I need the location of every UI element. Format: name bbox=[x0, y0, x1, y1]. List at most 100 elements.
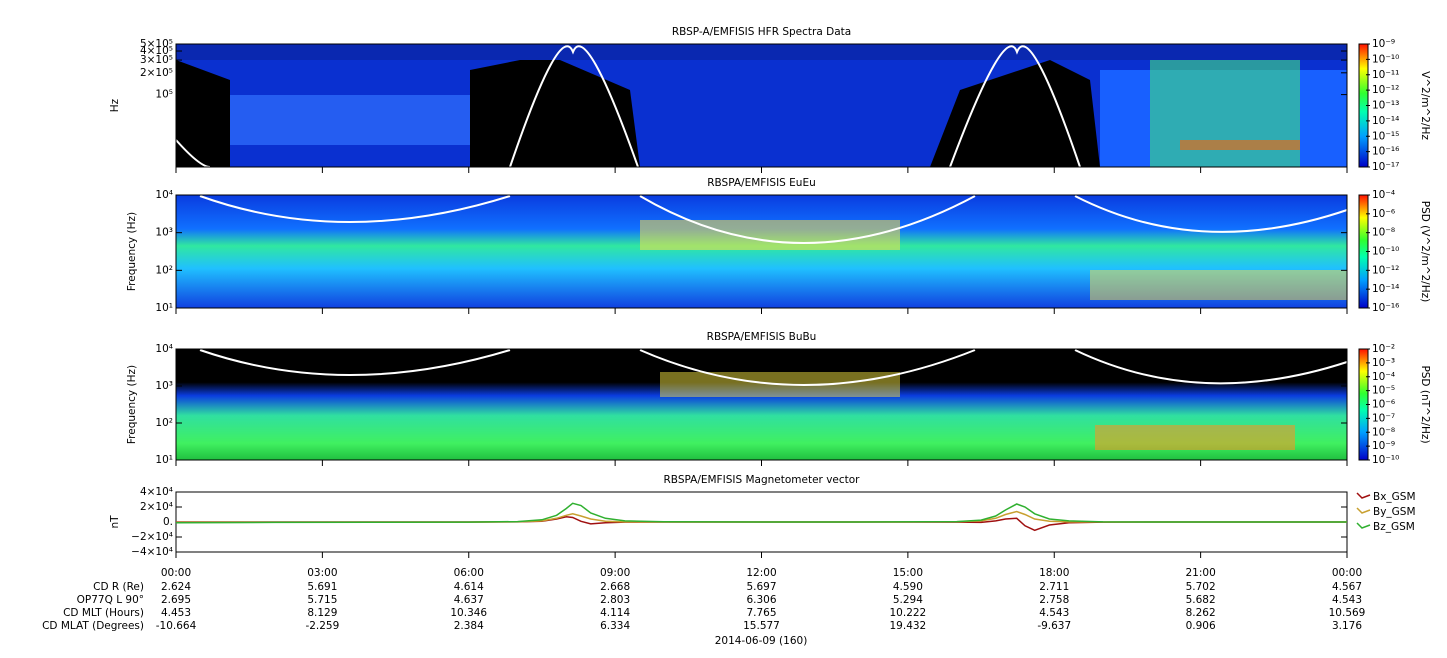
ephemeris-value: 8.262 bbox=[1186, 607, 1216, 619]
y-axis-label: Hz bbox=[109, 98, 121, 112]
ephemeris-value: 2.758 bbox=[1039, 594, 1069, 606]
x-tick-label: 12:00 bbox=[746, 567, 776, 579]
colorbar-label: PSD (V^2/m^2/Hz) bbox=[1419, 201, 1431, 302]
x-tick-label: 09:00 bbox=[600, 567, 630, 579]
colorbar-tick-label: 10⁻⁷ bbox=[1372, 412, 1395, 424]
colorbar-tick-label: 10⁻¹⁴ bbox=[1372, 115, 1399, 127]
colorbar-tick-label: 10⁻² bbox=[1372, 343, 1395, 355]
ephemeris-value: 6.306 bbox=[746, 594, 776, 606]
ephemeris-value: 5.682 bbox=[1186, 594, 1216, 606]
y-tick-label: 2×10⁵ bbox=[140, 67, 173, 79]
ephemeris-value: 5.697 bbox=[746, 581, 776, 593]
ephemeris-label: CD MLAT (Degrees) bbox=[42, 620, 144, 632]
y-tick-label: 4×10⁵ bbox=[140, 45, 173, 57]
colorbar-label: V^2/m^2/Hz bbox=[1419, 71, 1431, 140]
y-tick-label: 10³ bbox=[155, 380, 173, 392]
colorbar-tick-label: 10⁻⁶ bbox=[1372, 399, 1395, 411]
y-tick-label: 10² bbox=[155, 417, 173, 429]
ephemeris-value: 2.803 bbox=[600, 594, 630, 606]
ephemeris-value: -9.637 bbox=[1037, 620, 1071, 632]
ephemeris-label: OP77Q L 90° bbox=[77, 594, 144, 606]
x-tick-label: 00:00 bbox=[161, 567, 191, 579]
y-tick-label: 0. bbox=[163, 516, 173, 528]
y-tick-label: 2×10⁴ bbox=[140, 501, 173, 513]
colorbar-tick-label: 10⁻¹⁰ bbox=[1372, 53, 1399, 65]
x-tick-label: 06:00 bbox=[454, 567, 484, 579]
ephemeris-value: 5.702 bbox=[1186, 581, 1216, 593]
colorbar-label: PSD (nT^2/Hz) bbox=[1419, 365, 1431, 443]
panel-title: RBSP-A/EMFISIS HFR Spectra Data bbox=[672, 26, 851, 38]
ephemeris-value: 8.129 bbox=[307, 607, 337, 619]
ephemeris-value: 3.176 bbox=[1332, 620, 1362, 632]
ephemeris-value: 4.543 bbox=[1332, 594, 1362, 606]
y-tick-label: −4×10⁴ bbox=[131, 546, 173, 558]
ephemeris-value: 4.543 bbox=[1039, 607, 1069, 619]
legend-swatch bbox=[1356, 507, 1371, 514]
y-tick-label: −2×10⁴ bbox=[131, 531, 173, 543]
ephemeris-value: 5.294 bbox=[893, 594, 923, 606]
ephemeris-value: 4.453 bbox=[161, 607, 191, 619]
ephemeris-value: 4.614 bbox=[454, 581, 484, 593]
colorbar-tick-label: 10⁻¹⁵ bbox=[1372, 130, 1399, 142]
colorbar-tick-label: 10⁻¹⁶ bbox=[1372, 302, 1399, 314]
ephemeris-value: 2.624 bbox=[161, 581, 191, 593]
ephemeris-value: 7.765 bbox=[746, 607, 776, 619]
colorbar-tick-label: 10⁻¹⁰ bbox=[1372, 246, 1399, 258]
x-tick-label: 18:00 bbox=[1039, 567, 1069, 579]
x-tick-label: 15:00 bbox=[893, 567, 923, 579]
y-tick-label: 10³ bbox=[155, 227, 173, 239]
panel-title: RBSPA/EMFISIS Magnetometer vector bbox=[664, 474, 861, 486]
legend-label: Bx_GSM bbox=[1373, 491, 1416, 503]
colorbar-tick-label: 10⁻⁴ bbox=[1372, 189, 1395, 201]
colorbar-tick-label: 10⁻⁸ bbox=[1372, 227, 1395, 239]
y-axis-label: Frequency (Hz) bbox=[126, 365, 138, 444]
y-tick-label: 5×10⁵ bbox=[140, 38, 173, 50]
ephemeris-value: 2.384 bbox=[454, 620, 484, 632]
ephemeris-value: 15.577 bbox=[743, 620, 780, 632]
legend-label: By_GSM bbox=[1373, 506, 1416, 518]
y-axis-label: nT bbox=[109, 515, 121, 529]
ephemeris-value: 10.569 bbox=[1329, 607, 1366, 619]
legend-label: Bz_GSM bbox=[1373, 521, 1415, 533]
ephemeris-label: CD MLT (Hours) bbox=[63, 607, 144, 619]
y-tick-label: 10¹ bbox=[155, 454, 173, 466]
ephemeris-value: 19.432 bbox=[890, 620, 927, 632]
colorbar-tick-label: 10⁻⁶ bbox=[1372, 208, 1395, 220]
ephemeris-value: 10.346 bbox=[450, 607, 487, 619]
x-tick-label: 00:00 bbox=[1332, 567, 1362, 579]
legend-swatch bbox=[1356, 522, 1371, 529]
ephemeris-value: -10.664 bbox=[156, 620, 197, 632]
y-tick-label: 10¹ bbox=[155, 302, 173, 314]
ephemeris-label: CD R (Re) bbox=[93, 581, 144, 593]
y-tick-label: 10⁴ bbox=[155, 343, 173, 355]
colorbar-tick-label: 10⁻¹⁰ bbox=[1372, 454, 1399, 466]
ephemeris-value: 4.114 bbox=[600, 607, 630, 619]
colorbar-tick-label: 10⁻⁵ bbox=[1372, 385, 1395, 397]
date-label: 2014-06-09 (160) bbox=[715, 635, 808, 647]
colorbar-tick-label: 10⁻¹³ bbox=[1372, 100, 1399, 112]
colorbar-tick-label: 10⁻¹² bbox=[1372, 84, 1399, 96]
data-line bbox=[175, 502, 1347, 524]
colorbar-tick-label: 10⁻¹⁶ bbox=[1372, 146, 1399, 158]
y-axis-label: Frequency (Hz) bbox=[126, 212, 138, 291]
ephemeris-value: 4.637 bbox=[454, 594, 484, 606]
data-line bbox=[175, 510, 1347, 524]
ephemeris-value: 4.590 bbox=[893, 581, 923, 593]
y-tick-label: 3×10⁵ bbox=[140, 54, 173, 66]
x-tick-label: 03:00 bbox=[307, 567, 337, 579]
colorbar-tick-label: 10⁻⁴ bbox=[1372, 371, 1395, 383]
ephemeris-value: -2.259 bbox=[305, 620, 339, 632]
ephemeris-value: 5.691 bbox=[307, 581, 337, 593]
ephemeris-value: 6.334 bbox=[600, 620, 630, 632]
ephemeris-value: 0.906 bbox=[1186, 620, 1216, 632]
y-tick-label: 10⁴ bbox=[155, 189, 173, 201]
colorbar-tick-label: 10⁻¹² bbox=[1372, 264, 1399, 276]
ephemeris-value: 2.695 bbox=[161, 594, 191, 606]
colorbar-tick-label: 10⁻³ bbox=[1372, 357, 1395, 369]
ephemeris-value: 2.668 bbox=[600, 581, 630, 593]
y-tick-label: 10² bbox=[155, 264, 173, 276]
colorbar-tick-label: 10⁻⁹ bbox=[1372, 38, 1395, 50]
x-tick-label: 21:00 bbox=[1185, 567, 1215, 579]
spectrogram-image bbox=[175, 44, 1348, 460]
